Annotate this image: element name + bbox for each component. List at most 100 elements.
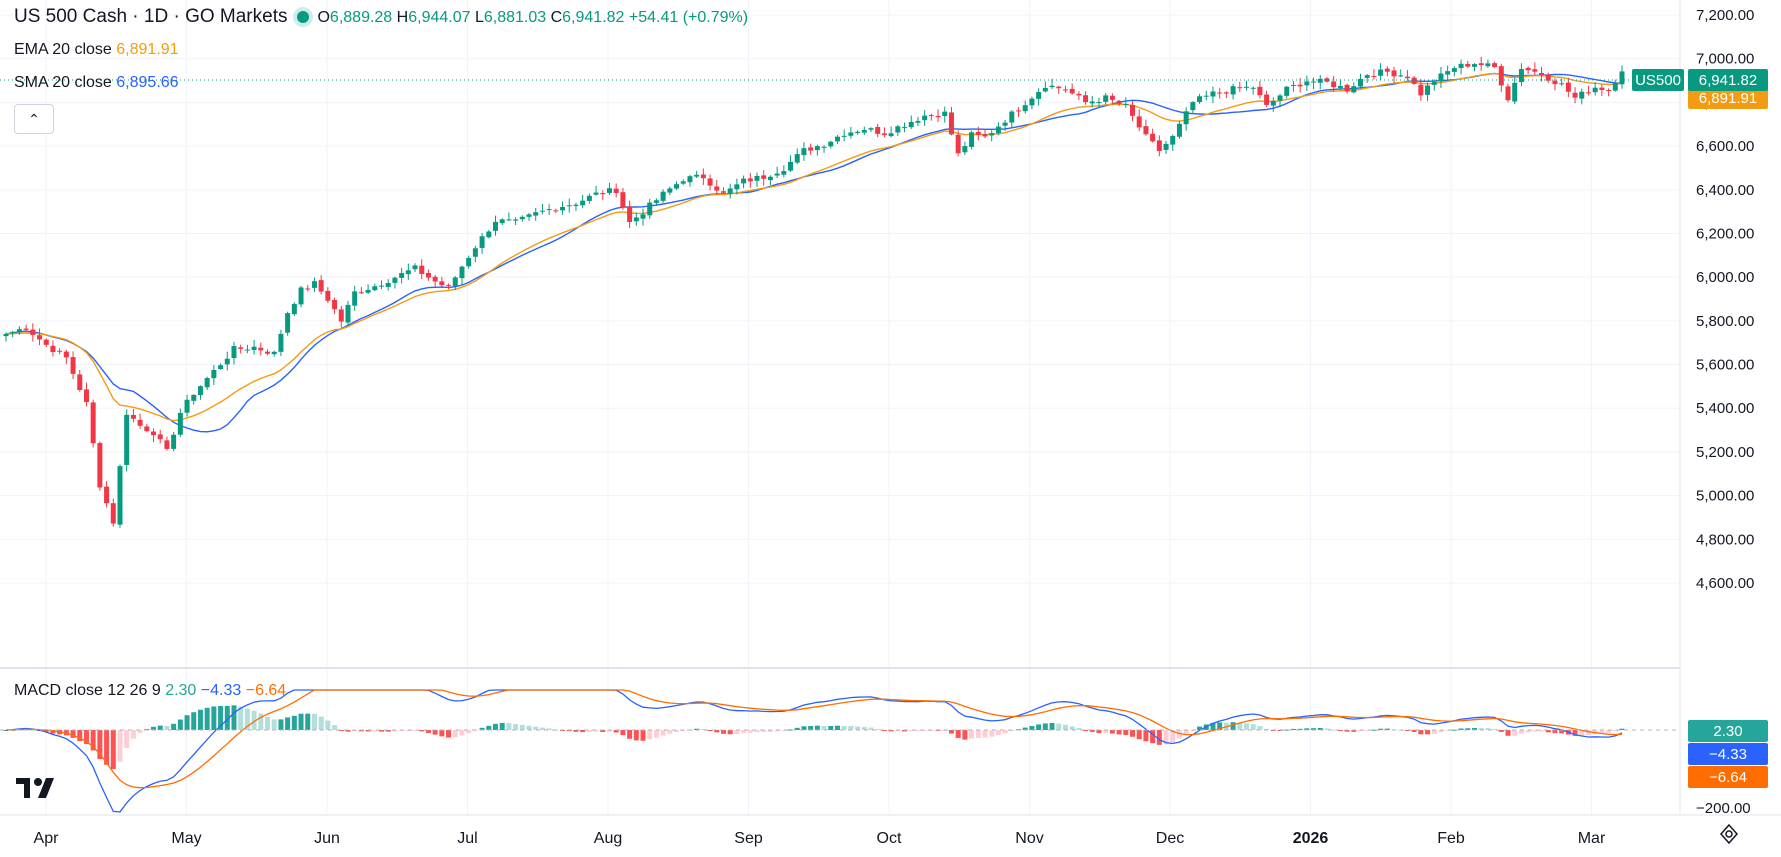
macd-hist-bar [908, 730, 914, 732]
macd-hist-bar [1029, 726, 1035, 730]
candle-body [1089, 101, 1095, 104]
macd-hist-bar [969, 730, 975, 739]
candle-body [439, 281, 445, 286]
macd-hist-bar [1425, 730, 1431, 735]
candle-body [1022, 105, 1028, 112]
candle-body [513, 219, 519, 221]
candle-body [191, 394, 197, 401]
tradingview-logo-icon[interactable] [16, 776, 60, 800]
candle-body [653, 200, 659, 203]
macd-hist-bar [197, 709, 203, 730]
price-axis[interactable]: 7,200.007,000.006,800.006,600.006,400.00… [1696, 7, 1754, 817]
macd-hist-bar [1210, 722, 1216, 730]
candle-body [1069, 88, 1075, 94]
candle-body [1183, 111, 1189, 125]
macd-hist-bar [452, 730, 458, 738]
macd-hist-bar [1585, 730, 1591, 736]
candle-body [1438, 73, 1444, 82]
candle-body [1270, 100, 1276, 106]
candle-body [499, 219, 505, 224]
macd-hist-bar [137, 730, 143, 733]
candle-body [908, 121, 914, 128]
macd-hist-bar [647, 730, 653, 740]
candle-body [1143, 126, 1149, 135]
candle-body [1016, 110, 1022, 112]
candle-body [171, 434, 177, 449]
macd-hist-bar [338, 730, 344, 731]
macd-hist-bar [1156, 730, 1162, 745]
macd-hist-bar [1150, 730, 1156, 744]
candle-body [667, 188, 673, 193]
macd-legend[interactable]: MACD close 12 26 9 2.30 −4.33 −6.64 [14, 682, 286, 700]
macd-hist-bar [700, 729, 706, 731]
sma-legend[interactable]: SMA 20 close 6,895.66 [14, 74, 179, 92]
macd-hist-bar [533, 726, 539, 730]
price-tick-label: 5,800.00 [1696, 313, 1754, 330]
candle-body [881, 133, 887, 136]
candle-body [1585, 92, 1591, 94]
macd-hist-bar [801, 726, 807, 730]
candle-body [1203, 95, 1209, 97]
macd-hist-bar [895, 730, 901, 732]
macd-hist-bar [1532, 730, 1538, 732]
candle-body [23, 328, 29, 330]
candle-body [1062, 89, 1068, 91]
candlesticks [3, 56, 1625, 528]
macd-hist-bar [674, 730, 680, 733]
time-tick-label: 2026 [1293, 830, 1329, 847]
time-tick-label: Dec [1156, 830, 1184, 847]
candle-body [1572, 92, 1578, 98]
macd-hist-bar [251, 710, 257, 730]
candle-body [1163, 143, 1169, 150]
symbol-title[interactable]: US 500 Cash · 1D · GO Markets [14, 6, 288, 27]
candle-body [633, 217, 639, 222]
macd-hist-bar [1492, 728, 1498, 730]
candle-body [1565, 82, 1571, 92]
candle-body [104, 486, 110, 504]
candle-body [244, 349, 250, 351]
ema-legend[interactable]: EMA 20 close 6,891.91 [14, 41, 179, 59]
time-tick-label: Apr [34, 830, 60, 847]
ema-label: EMA 20 close [14, 41, 112, 58]
candle-body [647, 202, 653, 216]
candle-body [184, 399, 190, 413]
macd-lines [5, 689, 1623, 813]
candle-body [573, 204, 579, 206]
candle-body [432, 276, 438, 282]
candle-body [1049, 85, 1055, 88]
candle-body [1029, 98, 1035, 106]
price-tick-label: 6,200.00 [1696, 225, 1754, 242]
candle-body [747, 178, 753, 182]
candle-body [392, 277, 398, 283]
symbol-legend[interactable]: US 500 Cash · 1D · GO Markets O6,889.28 H… [14, 6, 748, 28]
candle-body [1458, 63, 1464, 69]
macd-hist-bar [1103, 730, 1109, 733]
candle-body [761, 175, 767, 179]
macd-hist-bar [191, 712, 197, 730]
collapse-legend-button[interactable]: ⌃ [14, 104, 54, 134]
macd-hist-bar [104, 730, 110, 765]
macd-hist-bar [83, 730, 89, 745]
candle-body [231, 346, 237, 359]
macd-hist-bar [1378, 728, 1384, 730]
time-axis[interactable]: Apr May Jun Jul Aug Sep Oct Nov Dec 2026 Feb Mar [34, 830, 1606, 847]
macd-hist-bar [841, 725, 847, 730]
candle-body [600, 193, 606, 195]
candle-body [995, 126, 1001, 134]
candle-body [452, 277, 458, 287]
settings-gear-icon[interactable] [1718, 823, 1740, 845]
time-tick-label: Oct [877, 830, 902, 847]
macd-hist-bar [848, 726, 854, 730]
macd-hist-bar [875, 729, 881, 731]
macd-hist-bar [1237, 722, 1243, 730]
macd-hist-bar [425, 730, 431, 733]
candle-body [238, 347, 244, 349]
candle-body [325, 290, 331, 301]
macd-hist-bar [204, 707, 210, 730]
macd-hist-bar [184, 715, 190, 730]
market-open-dot-icon [297, 10, 310, 23]
macd-hist-bar [171, 723, 177, 730]
candle-body [774, 173, 780, 176]
candle-body [298, 287, 304, 305]
